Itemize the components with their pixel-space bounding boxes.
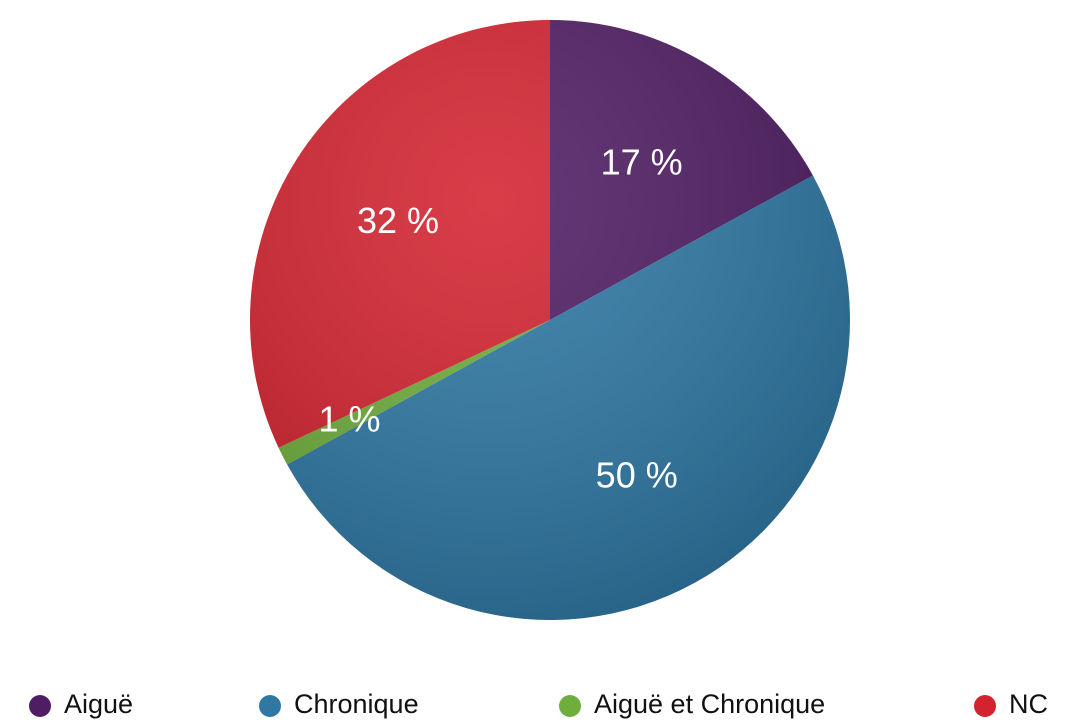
value-label: 50 % bbox=[596, 454, 678, 495]
legend-label: Aiguë bbox=[64, 689, 133, 719]
value-label: 17 % bbox=[601, 142, 683, 183]
legend-label: Chronique bbox=[294, 689, 419, 719]
legend-marker bbox=[259, 695, 281, 717]
legend-label: NC bbox=[1009, 689, 1048, 719]
legend-marker bbox=[29, 695, 51, 717]
legend-label: Aiguë et Chronique bbox=[594, 689, 825, 719]
legend-marker bbox=[974, 695, 996, 717]
value-label: 32 % bbox=[357, 200, 439, 241]
legend-marker bbox=[559, 695, 581, 717]
value-label: 1 % bbox=[319, 399, 381, 440]
